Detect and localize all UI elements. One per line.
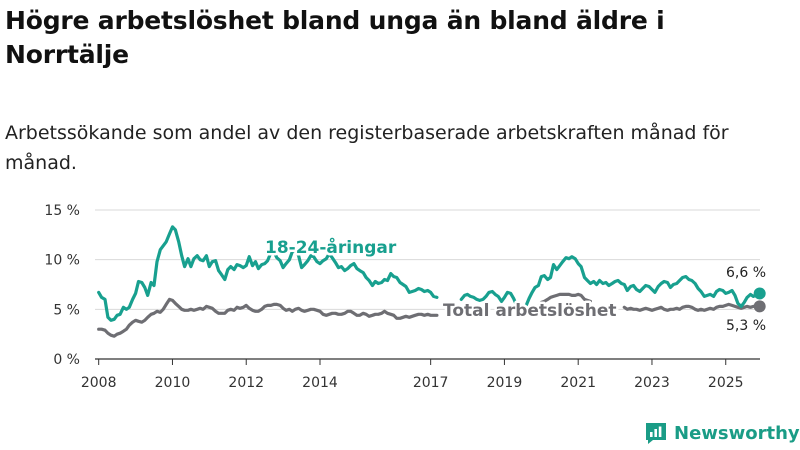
- series-lines: [97, 225, 766, 338]
- brand-logo: Newsworthy: [644, 418, 800, 448]
- y-tick-label: 10 %: [44, 253, 80, 269]
- x-tick-label: 2023: [634, 375, 670, 391]
- chart-title: Högre arbetslöshet bland unga än bland ä…: [5, 6, 665, 69]
- youth-end-value-label: 6,6 %: [726, 265, 766, 281]
- total-line-segment: [533, 292, 593, 310]
- x-tick-label: 2010: [155, 375, 191, 391]
- total-series-label: Total arbetslöshet: [443, 301, 617, 321]
- youth-series-label: 18-24-åringar: [265, 236, 397, 258]
- y-tick-label: 0 %: [53, 352, 80, 368]
- youth-line-segment: [97, 225, 439, 322]
- x-tick-label: 2021: [560, 375, 596, 391]
- youth-series: [97, 225, 766, 322]
- newsworthy-logo-icon: [646, 423, 666, 444]
- x-tick-label: 2012: [228, 375, 264, 391]
- x-tick-label: 2025: [708, 375, 744, 391]
- total-end-marker: [753, 300, 766, 313]
- x-tick-label: 2019: [487, 375, 523, 391]
- youth-line-segment: [524, 255, 762, 308]
- x-tick-label: 2017: [413, 375, 449, 391]
- y-tick-label: 15 %: [44, 203, 80, 219]
- axes: 0 % 5 % 10 % 15 % 2008 2010 2012 2014 2017 2019 20…: [44, 203, 760, 391]
- total-series: [97, 292, 766, 338]
- chart-subtitle: Arbetssökande som andel av den registerb…: [5, 122, 729, 174]
- youth-end-marker: [753, 287, 766, 300]
- brand-name: Newsworthy: [674, 422, 800, 444]
- x-tick-label: 2014: [302, 375, 338, 391]
- x-tick-label: 2008: [81, 375, 117, 391]
- y-tick-label: 5 %: [53, 302, 80, 318]
- total-line-segment: [622, 302, 762, 312]
- youth-line-segment: [459, 289, 519, 307]
- total-line-segment: [97, 297, 439, 338]
- total-end-value-label: 5,3 %: [726, 318, 766, 334]
- series-labels: 18-24-åringar Total arbetslöshet 6,6 % 5,3 …: [263, 234, 769, 337]
